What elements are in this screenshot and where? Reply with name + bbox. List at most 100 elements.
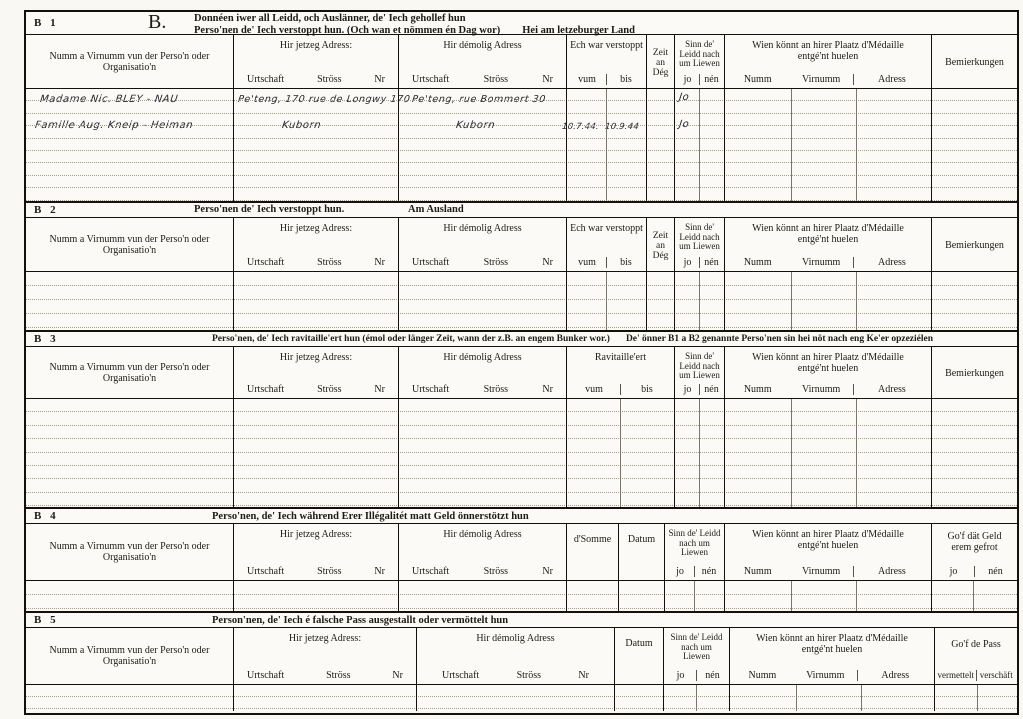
section-b4: B 4 Perso'nen, de' Iech während Erer Ill… <box>26 507 1017 611</box>
b1-title-line1: Donnéen iwer all Leidd, och Auslänner, d… <box>194 13 466 24</box>
demolig-subcolumns: Urtschaft Ströss Nr <box>400 74 565 85</box>
column-divider <box>646 272 647 330</box>
column-divider <box>699 272 700 330</box>
sub-urtschaft: Urtschaft <box>247 257 285 268</box>
sub-urtschaft: Urtschaft <box>247 74 285 85</box>
column-divider <box>729 685 730 711</box>
sub-stross: Ströss <box>317 384 342 395</box>
b5-section-id: B 5 <box>34 614 59 626</box>
b2-section-title: Perso'nen de' Iech verstoppt hun. <box>194 204 345 215</box>
col-label-medaille: Wien könnt an hirer Plaatz d'Médaille en… <box>752 352 904 374</box>
b1-section-id: B 1 <box>34 17 59 29</box>
column-divider <box>620 399 621 507</box>
sub-jo: jo <box>676 670 685 681</box>
sub-virnumm: Virnumm <box>802 384 841 395</box>
sub-stross: Ströss <box>317 566 342 577</box>
dotted-writing-line <box>26 505 1017 507</box>
sub-nr: Nr <box>542 566 553 577</box>
medaille-subcolumns: Numm Virnumm Adress <box>726 257 930 268</box>
medaille-subcolumns: Numm Virnumm Adress <box>726 566 930 577</box>
b1-body: Madame Nic. BLEY - NAU Pe'teng, 170 rue … <box>26 89 1017 201</box>
b4-section-id: B 4 <box>34 510 59 522</box>
sub-jo: jo <box>676 566 684 577</box>
col-label-demolig: Hir démolig Adress <box>476 633 555 644</box>
column-divider <box>566 399 567 507</box>
b1-col-medaille: Wien könnt an hirer Plaatz d'Médaille en… <box>724 35 931 88</box>
dotted-writing-line <box>26 285 1017 286</box>
dotted-writing-line <box>26 451 1017 453</box>
sub-nen: nén <box>694 566 723 577</box>
sub-numm: Numm <box>743 257 772 268</box>
b3-section-id: B 3 <box>34 333 59 345</box>
column-divider <box>664 581 665 611</box>
b1-col-verstoppt: Ech war verstoppt vum bis <box>566 35 646 88</box>
b3-col-sinn: Sinn de' Leidd nach um Liewen jo nén <box>674 347 724 398</box>
column-divider <box>233 685 234 711</box>
col-label-demolig: Hir démolig Adress <box>443 529 522 540</box>
b1-section-title: Donnéen iwer all Leidd, och Auslänner, d… <box>194 13 635 36</box>
b5-col-name: Numm a Virnumm vun der Perso'n oder Orga… <box>26 628 233 684</box>
b1-title-line2: Perso'nen de' Iech verstoppt hun. (Och w… <box>194 24 501 36</box>
column-divider <box>931 89 932 201</box>
col-label-jetzeg: Hir jetzeg Adress: <box>279 40 353 51</box>
column-divider <box>566 89 567 201</box>
sub-adress: Adress <box>852 566 930 577</box>
b1-title-line2-wrap: Perso'nen de' Iech verstoppt hun. (Och w… <box>194 25 635 37</box>
sub-virnumm: Virnumm <box>802 566 841 577</box>
col-label-gof-geld: Go'f dät Geld erem gefrot <box>947 531 1002 553</box>
col-label-sinn: Sinn de' Leidd nach um Liewen <box>670 632 723 661</box>
section-b3: B 3 Perso'nen, de' Iech ravitaille'ert h… <box>26 330 1017 507</box>
column-divider <box>724 272 725 330</box>
jetzeg-subcolumns: Urtschaft Ströss Nr <box>235 670 415 681</box>
col-label-medaille: Wien könnt an hirer Plaatz d'Médaille en… <box>752 40 904 62</box>
column-divider <box>973 581 974 611</box>
column-divider <box>931 272 932 330</box>
sub-numm: Numm <box>743 384 772 395</box>
b1-title-suffix: Hei am letzeburger Land <box>522 24 635 36</box>
sub-vermettelt: vermettelt <box>937 670 974 680</box>
sub-nr: Nr <box>392 670 403 681</box>
section-b5: B 5 Person'nen, de' Iech é falsche Pass … <box>26 611 1017 711</box>
col-label-jetzeg: Hir jetzeg Adress: <box>279 223 353 234</box>
sub-urtschaft: Urtschaft <box>247 384 285 395</box>
sub-stross: Ströss <box>483 566 509 577</box>
column-divider <box>674 399 675 507</box>
column-divider <box>646 89 647 201</box>
sub-jo: jo <box>683 257 692 268</box>
sub-nr: Nr <box>542 257 553 268</box>
sinn-subcolumns: jo nén <box>666 566 723 577</box>
column-divider <box>694 581 695 611</box>
column-divider <box>699 399 700 507</box>
b4-body <box>26 581 1017 611</box>
sub-stross: Ströss <box>483 74 509 85</box>
section-b1: B 1 B. Donnéen iwer all Leidd, och Auslä… <box>26 11 1017 201</box>
sub-bis: bis <box>606 257 645 268</box>
medaille-subcolumns: Numm Virnumm Adress <box>726 74 930 85</box>
b3-col-medaille: Wien könnt an hirer Plaatz d'Médaille en… <box>724 347 931 398</box>
sub-numm: Numm <box>743 74 772 85</box>
b1-col-jetzeg-adress: Hir jetzeg Adress: Urtschaft Ströss Nr <box>233 35 398 88</box>
b3-col-bemierkungen: Bemierkungen <box>931 347 1017 398</box>
column-divider <box>233 89 234 201</box>
column-divider <box>931 581 932 611</box>
sub-stross: Ströss <box>516 670 542 681</box>
sub-verschaft: verschäft <box>975 670 1017 681</box>
column-divider <box>977 685 978 711</box>
dotted-writing-line <box>26 137 1017 139</box>
b1-column-headers: Numm a Virnumm vun der Perso'n oder Orga… <box>26 35 1017 89</box>
b5-section-title: Person'nen, de' Iech é falsche Pass ausg… <box>212 615 509 626</box>
b3-body <box>26 399 1017 507</box>
b4-col-demolig-adress: Hir démolig Adress Urtschaft Ströss Nr <box>398 524 566 580</box>
b2-body <box>26 272 1017 330</box>
sub-nr: Nr <box>374 257 385 268</box>
b3-section-title: Perso'nen, de' Iech ravitaille'ert hun (… <box>212 334 610 344</box>
dotted-writing-line <box>26 424 1017 426</box>
b5-column-headers: Numm a Virnumm vun der Perso'n oder Orga… <box>26 628 1017 685</box>
b2-col-sinn: Sinn de' Leidd nach um Liewen jo nén <box>674 218 724 271</box>
sub-adress: Adress <box>856 670 933 681</box>
column-divider <box>674 272 675 330</box>
column-divider <box>614 685 615 711</box>
b2-col-name: Numm a Virnumm vun der Perso'n oder Orga… <box>26 218 233 271</box>
b2-col-zeit: Zeit an Dég <box>646 218 674 271</box>
b3-section-header: B 3 Perso'nen, de' Iech ravitaille'ert h… <box>26 332 1017 347</box>
